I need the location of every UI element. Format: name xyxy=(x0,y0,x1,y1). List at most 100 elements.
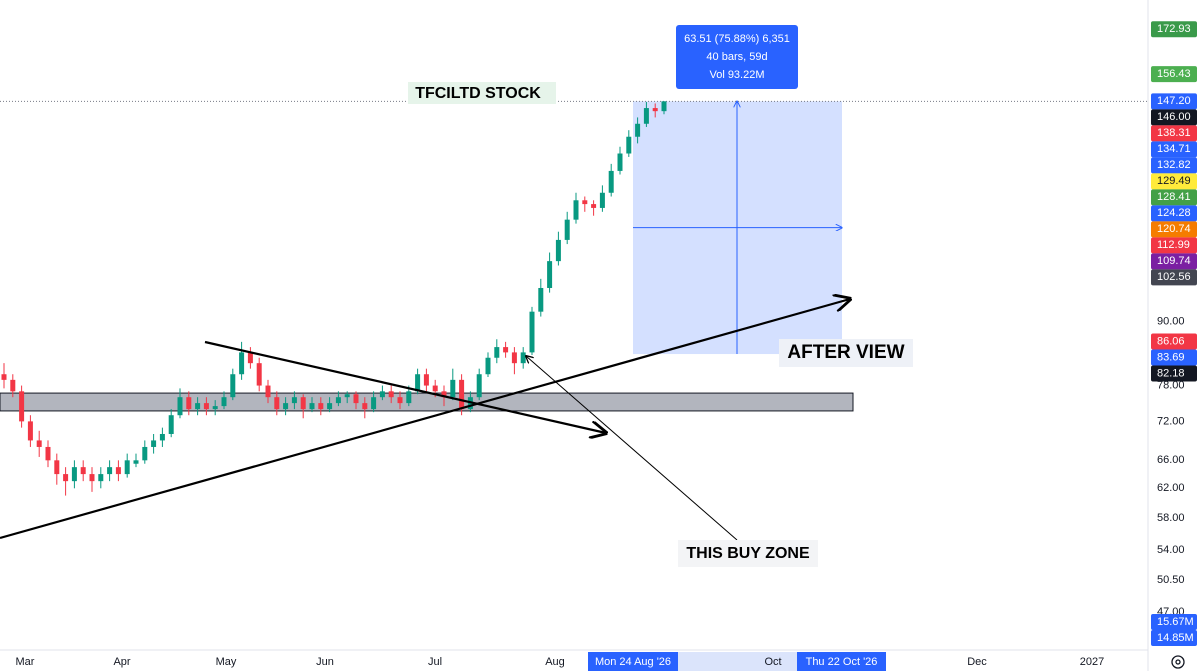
axes: 47.0050.5054.0058.0062.0066.0072.0078.00… xyxy=(16,21,1197,671)
price-badge-label: 124.28 xyxy=(1157,207,1191,219)
volume-badge-label: 14.85M xyxy=(1157,632,1194,644)
tooltip-text: 40 bars, 59d xyxy=(706,51,767,63)
settings-icon[interactable] xyxy=(1171,655,1185,669)
candle-body xyxy=(300,397,306,410)
price-badge-label: 138.31 xyxy=(1157,127,1191,139)
candle-body xyxy=(344,394,350,398)
price-badge xyxy=(1151,66,1197,83)
support-zone xyxy=(0,392,854,412)
candle-body xyxy=(617,153,623,171)
candle-body xyxy=(203,403,209,410)
candle-body xyxy=(441,391,447,398)
drawings-over: TFCILTD STOCK AFTER VIEW THIS BUY ZONE 6… xyxy=(0,25,913,567)
x-tick-label: Dec xyxy=(967,656,987,668)
buy-bg xyxy=(678,540,818,567)
candle-body xyxy=(291,397,297,404)
price-badge-label: 147.20 xyxy=(1157,95,1191,107)
candle-body xyxy=(318,403,324,410)
candle-body xyxy=(54,460,60,475)
candle-body xyxy=(626,136,632,154)
after-annotation: AFTER VIEW xyxy=(787,342,904,363)
price-badge xyxy=(1151,333,1197,350)
candle-body xyxy=(239,352,245,375)
candle-body xyxy=(124,460,130,475)
price-badge xyxy=(1151,189,1197,206)
candle-body xyxy=(195,403,201,410)
x-tick-label: Oct xyxy=(764,656,781,668)
candle-body xyxy=(133,460,139,464)
candle-body xyxy=(388,391,394,398)
price-badge-label: 132.82 xyxy=(1157,159,1191,171)
price-badge-label: 86.06 xyxy=(1157,335,1185,347)
candle-body xyxy=(10,379,16,392)
y-tick-label: 62.00 xyxy=(1157,482,1185,494)
candle-body xyxy=(265,385,271,398)
candles xyxy=(1,101,667,496)
pointer-arrow xyxy=(526,356,738,541)
candle-body xyxy=(494,347,500,358)
candle-body xyxy=(371,397,377,410)
measure-tooltip xyxy=(676,25,798,89)
candle-body xyxy=(142,446,148,461)
price-badge-label: 102.56 xyxy=(1157,271,1191,283)
candle-body xyxy=(362,403,368,410)
x-tick-label: 2027 xyxy=(1080,656,1104,668)
candle-body xyxy=(98,474,104,482)
tooltip-text: Vol 93.22M xyxy=(709,69,764,81)
candle-body xyxy=(80,467,86,475)
candle-body xyxy=(459,379,465,410)
candle-body xyxy=(36,440,42,447)
candle-body xyxy=(151,440,157,447)
price-badge-label: 128.41 xyxy=(1157,191,1191,203)
candle-body xyxy=(230,374,236,398)
candle-body xyxy=(591,204,597,208)
price-badge xyxy=(1151,365,1197,382)
y-tick-label: 54.00 xyxy=(1157,544,1185,556)
candle-body xyxy=(423,374,429,386)
candle-body xyxy=(353,394,359,404)
candle-body xyxy=(476,374,482,398)
price-badge-label: 120.74 xyxy=(1157,223,1191,235)
candle-body xyxy=(63,474,69,482)
price-badge-label: 83.69 xyxy=(1157,351,1185,363)
candle-body xyxy=(661,101,667,112)
price-badge xyxy=(1151,173,1197,190)
y-tick-label: 50.50 xyxy=(1157,574,1185,586)
price-badge-label: 156.43 xyxy=(1157,68,1191,80)
x-marker-label: Thu 22 Oct '26 xyxy=(806,656,878,668)
candle-body xyxy=(432,385,438,392)
candle-body xyxy=(89,474,95,482)
title-annotation: TFCILTD STOCK xyxy=(415,85,541,102)
volume-badge-label: 15.67M xyxy=(1157,616,1194,628)
candle-body xyxy=(309,403,315,410)
candle-body xyxy=(406,391,412,404)
price-badge xyxy=(1151,269,1197,286)
price-badge-label: 146.00 xyxy=(1157,111,1191,123)
x-tick-label: Apr xyxy=(113,656,130,668)
candle-body xyxy=(608,170,614,193)
candle-body xyxy=(256,363,262,386)
y-tick-label: 90.00 xyxy=(1157,315,1185,327)
x-range-highlight xyxy=(678,652,797,671)
price-badge-label: 129.49 xyxy=(1157,175,1191,187)
candle-body xyxy=(397,397,403,404)
candle-body xyxy=(415,374,421,392)
candle-body xyxy=(212,406,218,410)
candle-body xyxy=(168,415,174,434)
price-badge xyxy=(1151,109,1197,126)
price-badge-label: 134.71 xyxy=(1157,143,1191,155)
candle-body xyxy=(327,403,333,410)
price-badge-label: 82.18 xyxy=(1157,367,1185,379)
x-tick-label: May xyxy=(216,656,237,668)
after-bg xyxy=(779,339,913,367)
candle-body xyxy=(274,397,280,410)
price-badge xyxy=(1151,349,1197,366)
price-badge-label: 112.99 xyxy=(1157,239,1190,251)
trend-line xyxy=(204,340,606,433)
price-badge xyxy=(1151,237,1197,254)
volume-badge xyxy=(1151,614,1197,630)
buy-annotation: THIS BUY ZONE xyxy=(686,545,810,562)
candle-body xyxy=(115,467,121,475)
candle-body xyxy=(1,374,7,380)
